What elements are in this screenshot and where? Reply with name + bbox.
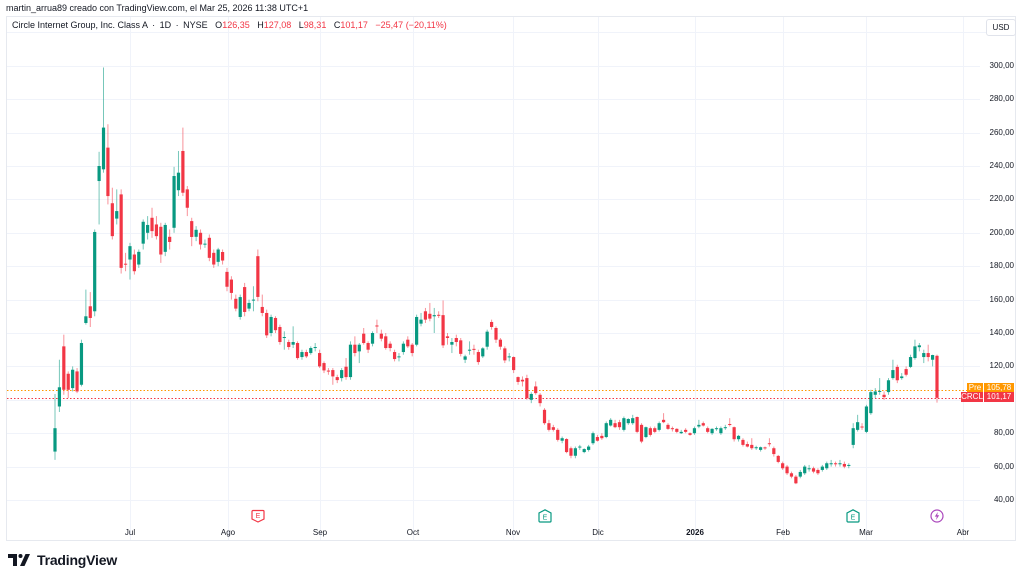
price-tick: 260,00 (989, 128, 1014, 137)
currency-button[interactable]: USD (986, 19, 1016, 36)
open-value: 126,35 (222, 20, 250, 30)
legend-separator: · (152, 20, 156, 30)
low-value: 98,31 (303, 20, 327, 30)
time-label: Mar (859, 528, 873, 537)
price-tick: 220,00 (989, 194, 1014, 203)
earnings-icon: E (251, 509, 265, 523)
high-label: H (257, 20, 264, 30)
price-tick: 160,00 (989, 295, 1014, 304)
svg-text:E: E (851, 515, 856, 522)
price-tick: 120,00 (989, 361, 1014, 370)
symbol-name[interactable]: Circle Internet Group, Inc. Class A (12, 20, 148, 30)
close-label: C (333, 20, 341, 30)
earnings-event-marker[interactable]: E (538, 509, 552, 523)
time-label: Jul (124, 528, 136, 537)
legend-separator: · (175, 20, 179, 30)
svg-text:E: E (543, 515, 548, 522)
time-label: Nov (505, 528, 521, 537)
price-tick: 40,00 (993, 495, 1014, 504)
earnings-event-marker[interactable]: E (846, 509, 860, 523)
interval[interactable]: 1D (159, 20, 172, 30)
price-tick: 140,00 (989, 328, 1014, 337)
earnings-event-marker[interactable]: E (251, 509, 265, 523)
open-label: O (215, 20, 223, 30)
change-percent: (−20,11%) (405, 20, 447, 30)
time-label-year: 2026 (686, 528, 704, 537)
last-price-tag: CRCL (961, 392, 983, 402)
exchange: NYSE (183, 20, 208, 30)
price-tick: 200,00 (989, 228, 1014, 237)
chart-credit: martin_arrua89 creado con TradingView.co… (6, 3, 309, 13)
time-label: Dic (592, 528, 604, 537)
price-lines (7, 390, 967, 399)
chart-frame (6, 16, 1016, 541)
grid-lines (7, 17, 1016, 540)
price-tick: 300,00 (989, 61, 1014, 70)
symbol-legend: Circle Internet Group, Inc. Class A · 1D… (12, 20, 447, 30)
price-tick: 240,00 (989, 161, 1014, 170)
change-value: −25,47 (375, 20, 404, 30)
time-label: Feb (776, 528, 790, 537)
close-value: 101,17 (340, 20, 368, 30)
time-label: Abr (956, 528, 970, 537)
low-label: L (298, 20, 304, 30)
price-tick: 80,00 (993, 428, 1014, 437)
earnings-icon: E (846, 509, 860, 523)
tradingview-logo-text: TradingView (37, 552, 118, 568)
price-tick: 280,00 (989, 94, 1014, 103)
candles (53, 67, 939, 485)
tradingview-logo[interactable]: TradingView (8, 552, 117, 568)
price-tick: 180,00 (989, 261, 1014, 270)
pre-market-price: 105,78 (984, 383, 1014, 392)
time-label: Oct (406, 528, 420, 537)
pre-market-tag: Pre (967, 383, 983, 392)
price-tick: 60,00 (993, 462, 1014, 471)
earnings-icon: E (538, 509, 552, 523)
news-flash-event-marker[interactable] (930, 509, 944, 523)
lightning-icon (930, 509, 944, 523)
high-value: 127,08 (263, 20, 292, 30)
tradingview-logo-icon (8, 554, 30, 566)
time-label: Ago (220, 528, 236, 537)
time-label: Sep (312, 528, 328, 537)
last-price: 101,17 (984, 392, 1014, 402)
svg-text:E: E (256, 513, 261, 520)
